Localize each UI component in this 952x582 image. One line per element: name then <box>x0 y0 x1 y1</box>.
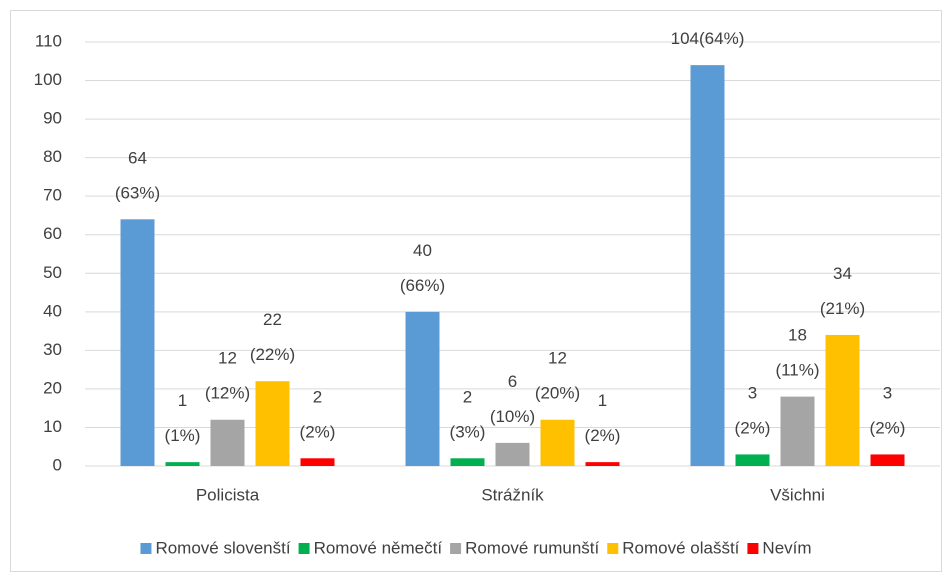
data-label: 12 (12%) <box>205 349 250 403</box>
x-tick-label: Policista <box>196 485 260 504</box>
data-label: 2 (2%) <box>300 388 336 442</box>
bar <box>120 219 155 466</box>
data-label: 40 (66%) <box>400 241 445 295</box>
y-tick-label: 90 <box>43 109 62 128</box>
data-label: 12 (20%) <box>535 349 580 403</box>
data-label: 64 (63%) <box>115 149 160 203</box>
bar <box>495 442 530 466</box>
bar <box>300 458 335 466</box>
y-tick-label: 30 <box>43 340 62 359</box>
data-label: 2 (3%) <box>450 388 486 442</box>
y-tick-label: 40 <box>43 301 62 320</box>
bar <box>405 311 440 466</box>
legend-label: Romové olašští <box>622 538 739 557</box>
data-label: 18 (11%) <box>775 326 819 380</box>
legend-swatch <box>298 543 310 554</box>
legend-label: Romové rumunští <box>465 538 599 557</box>
y-tick-label: 70 <box>43 186 62 205</box>
data-label: 1 (1%) <box>165 392 201 446</box>
bar <box>780 396 815 466</box>
data-label: 104(64%) <box>671 30 745 49</box>
bar <box>165 462 200 466</box>
legend-label: Nevím <box>762 538 811 557</box>
bar <box>585 462 620 466</box>
bar <box>255 381 290 466</box>
y-tick-label: 80 <box>43 147 62 166</box>
y-tick-label: 60 <box>43 224 62 243</box>
legend-label: Romové němečtí <box>314 538 443 557</box>
chart-border <box>10 10 942 572</box>
legend: Romové slovenští Romové němečtí Romové rum… <box>140 538 812 557</box>
legend-swatch <box>607 543 619 554</box>
data-label: 1 (2%) <box>585 392 621 446</box>
data-label: 3 (2%) <box>870 384 906 438</box>
legend-swatch <box>747 543 759 554</box>
y-tick-label: 110 <box>35 31 62 50</box>
y-tick-label: 20 <box>43 378 62 397</box>
bar <box>690 65 725 467</box>
bar <box>870 454 905 466</box>
data-label: 6 (10%) <box>490 372 535 426</box>
bar <box>825 334 860 466</box>
bar <box>540 419 575 466</box>
legend-swatch <box>140 543 152 554</box>
bar <box>450 458 485 466</box>
y-tick-label: 0 <box>53 455 62 474</box>
x-tick-label: Strážník <box>481 485 544 504</box>
bar <box>735 454 770 466</box>
legend-swatch <box>450 543 462 554</box>
y-tick-label: 50 <box>43 263 62 282</box>
legend-label: Romové slovenští <box>155 538 290 557</box>
data-label: 22 (22%) <box>250 311 295 365</box>
x-tick-label: Všichni <box>770 485 825 504</box>
bar <box>210 419 245 466</box>
data-label: 34 (21%) <box>820 264 865 318</box>
y-tick-label: 10 <box>43 417 62 436</box>
y-tick-label: 100 <box>34 70 62 89</box>
data-label: 3 (2%) <box>735 384 771 438</box>
